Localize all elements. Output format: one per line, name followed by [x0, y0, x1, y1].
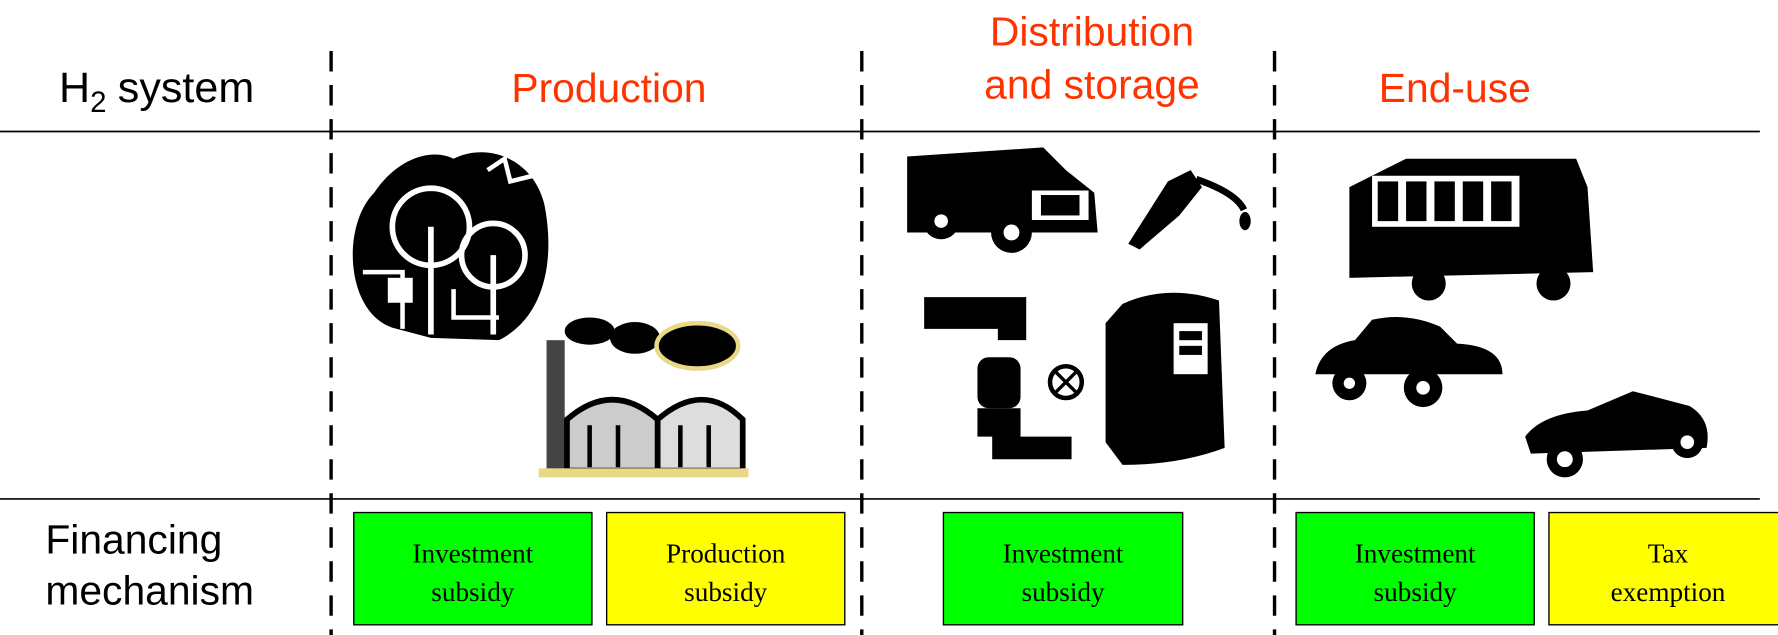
column-title: Distribution — [990, 8, 1194, 54]
mechanism-box — [1548, 511, 1778, 626]
column-title: and storage — [984, 62, 1200, 108]
mechanism-box — [605, 511, 846, 626]
mechanism-text: Investment — [1003, 538, 1124, 568]
end-use-icons — [1315, 158, 1708, 478]
mechanism-text: subsidy — [1021, 577, 1105, 607]
column-dividers — [329, 51, 1277, 635]
mechanism-text: subsidy — [684, 577, 768, 607]
financing-label: mechanism — [45, 567, 254, 613]
production-icons — [352, 152, 749, 478]
column-title: Production — [511, 65, 706, 111]
financing-label: Financing — [45, 516, 222, 562]
distribution-icons — [907, 147, 1251, 465]
mechanism-text: Production — [666, 538, 786, 568]
mechanism-box — [942, 511, 1184, 626]
system-label: H2 system — [59, 64, 254, 119]
mechanism-box — [353, 511, 593, 626]
mechanism-text: subsidy — [1374, 577, 1458, 607]
mechanism-text: Investment — [412, 538, 533, 568]
mechanism-text: Tax — [1648, 538, 1689, 568]
mechanism-text: exemption — [1611, 577, 1726, 607]
mechanism-text: Investment — [1355, 538, 1476, 568]
column-title: End-use — [1379, 65, 1531, 111]
label-base: H — [59, 64, 90, 112]
mechanism-text: subsidy — [431, 577, 515, 607]
label-subscript: 2 — [90, 86, 106, 119]
mechanism-box — [1295, 511, 1535, 626]
label-suffix: system — [118, 64, 254, 112]
